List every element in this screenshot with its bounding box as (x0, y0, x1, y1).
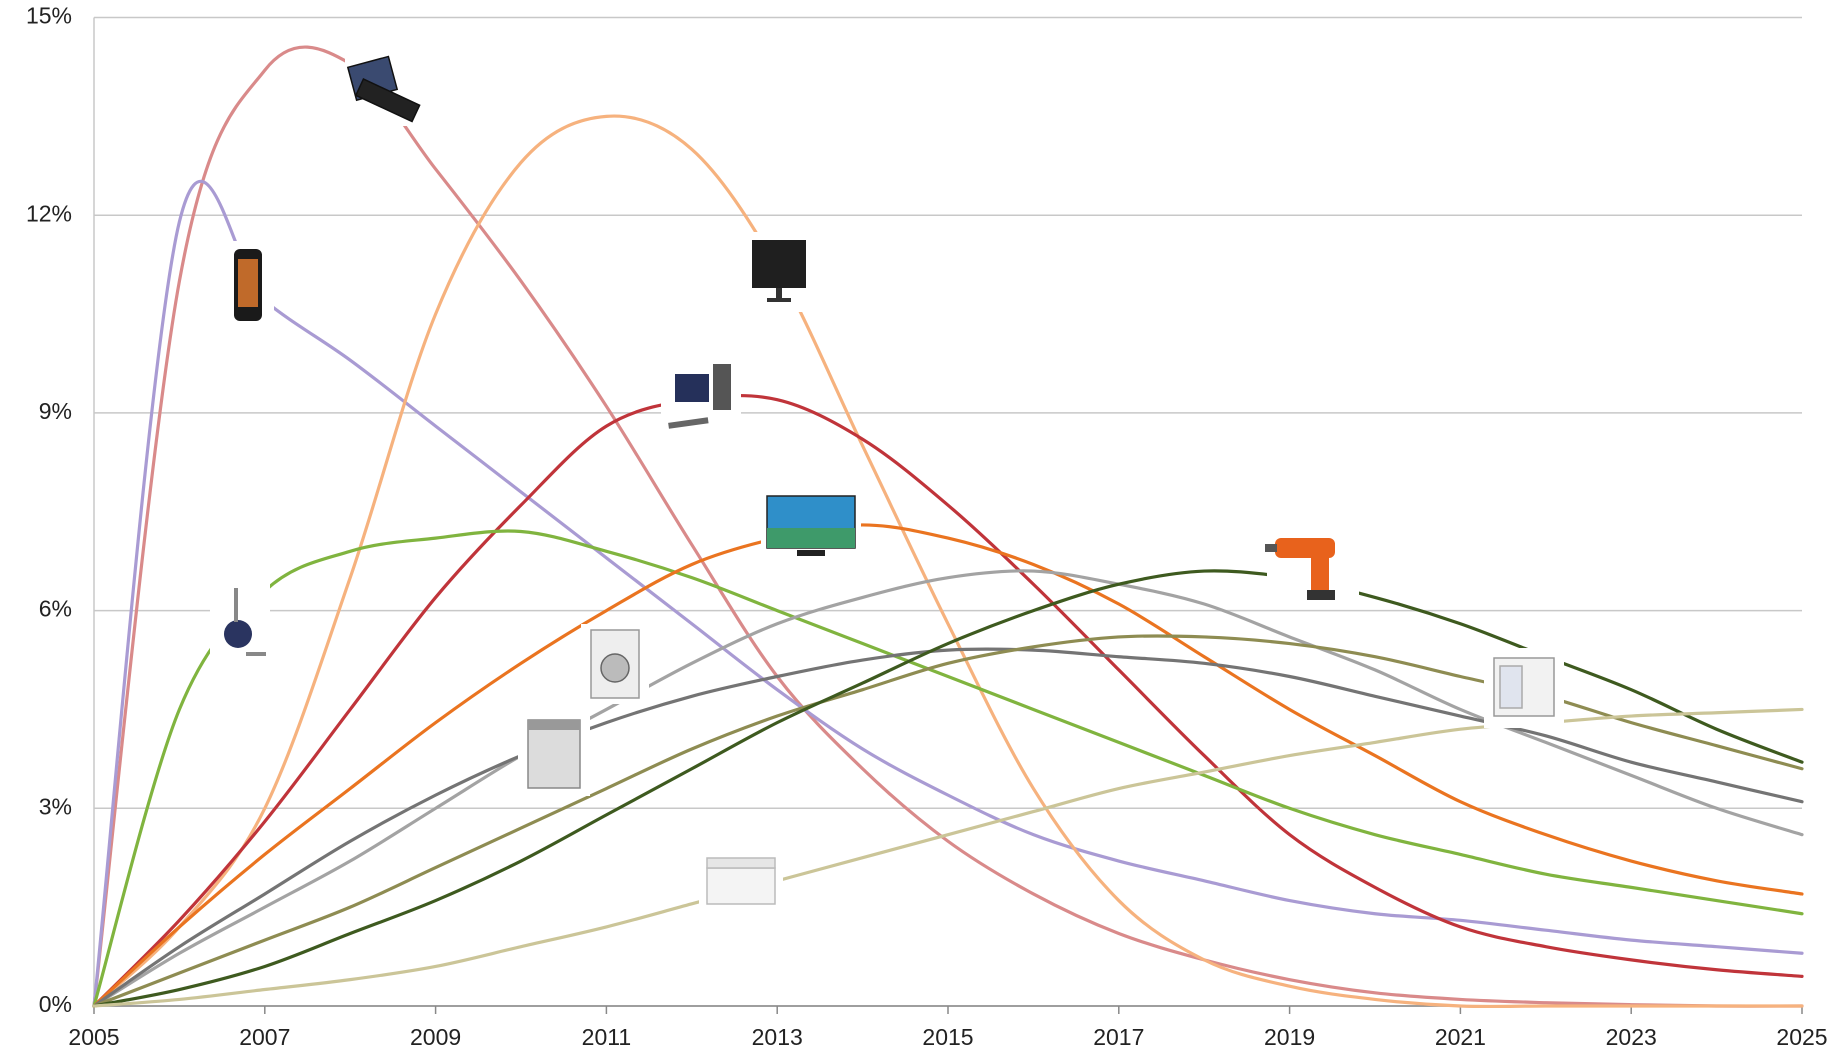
line-series (92, 114, 1804, 1009)
washing-machine-icon (581, 624, 649, 704)
y-tick-label: 9% (39, 398, 72, 424)
laptop-icon (345, 50, 429, 126)
flat-tv-icon (761, 490, 861, 562)
x-tick-label: 2023 (1606, 1024, 1657, 1050)
desktop-icon (661, 358, 741, 438)
x-tick-label: 2013 (752, 1024, 803, 1050)
line-series (92, 647, 1804, 1008)
line-series (92, 707, 1804, 1008)
x-tick-label: 2017 (1093, 1024, 1144, 1050)
y-tick-label: 12% (26, 200, 72, 226)
line-series (92, 569, 1804, 1008)
x-tick-label: 2007 (239, 1024, 290, 1050)
line-series (92, 523, 1804, 1008)
y-tick-label: 6% (39, 596, 72, 622)
line-series (92, 179, 1804, 1008)
x-tick-label: 2025 (1776, 1024, 1827, 1050)
line-series (92, 569, 1804, 1008)
x-tick-label: 2011 (582, 1024, 631, 1050)
y-tick-label: 0% (39, 991, 72, 1017)
fridge-icon (1484, 648, 1564, 728)
phone-icon (222, 241, 274, 329)
line-series (92, 394, 1804, 1008)
x-tick-label: 2019 (1264, 1024, 1315, 1050)
line-series (92, 45, 1804, 1008)
plot-area: 0% 3% 6% 9% 12% 15% 2005 2007 2009 2011 2013 2015 20… (26, 3, 1828, 1051)
x-tick-label: 2009 (410, 1024, 461, 1050)
freezer-icon (699, 848, 783, 916)
device-icons (210, 50, 1564, 916)
vacuum-icon (210, 582, 270, 666)
drill-icon (1265, 522, 1359, 606)
x-tick-label: 2015 (922, 1024, 973, 1050)
monitor-icon (743, 232, 815, 312)
y-tick-label: 15% (26, 3, 72, 29)
y-tick-label: 3% (39, 793, 72, 819)
dishwasher-icon (518, 712, 590, 796)
x-tick-label: 2005 (68, 1024, 119, 1050)
x-tick-label: 2021 (1435, 1024, 1486, 1050)
